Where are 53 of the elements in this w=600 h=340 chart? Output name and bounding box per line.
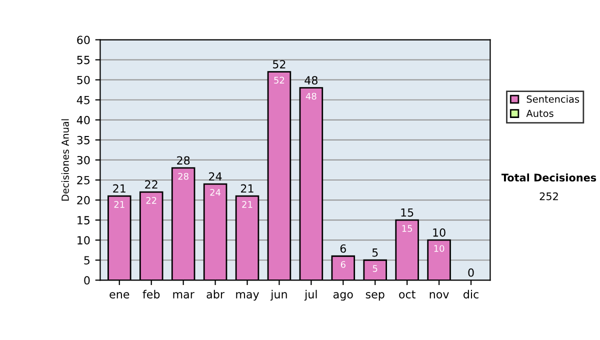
total-label: 5 [372,248,378,257]
data-label: 52 [274,76,284,84]
total-label: 22 [145,180,158,189]
data-label: 28 [178,172,188,180]
x-tick-label: abr [206,290,224,298]
data-label: 15 [402,225,412,232]
y-tick-label: 0 [84,276,90,285]
total-label: 48 [304,76,318,84]
y-tick-label: 60 [77,36,90,44]
x-tick-label: may [236,292,260,301]
x-tick-label: mar [173,292,194,298]
y-tick-label: 25 [77,176,90,184]
data-label: 10 [434,245,444,252]
legend-label: Sentencias [526,95,580,103]
total-label: 0 [468,268,474,277]
x-tick-label: nov [430,292,449,298]
total-label: 6 [340,244,346,253]
total-label: 10 [433,228,446,237]
total-label: 28 [177,156,190,165]
text: 252 [540,192,558,200]
data-label: 6 [340,261,346,268]
y-tick-label: 45 [76,96,90,104]
total-label: 21 [113,184,126,193]
y-tick-label: 40 [76,116,90,124]
y-tick-label: 30 [77,156,90,164]
y-tick-label: 55 [77,56,90,64]
y-tick-label: 10 [78,236,90,244]
x-tick-label: sep [366,292,384,301]
data-label: 48 [306,92,316,100]
total-label: 15 [401,208,414,217]
text: Total Decisiones [501,173,596,182]
data-label: 21 [242,200,252,208]
x-tick-label: ene [110,292,130,298]
y-tick-label: 35 [77,136,90,144]
y-axis-title: Decisiones Anual [61,119,69,201]
total-label: 21 [240,184,254,193]
x-tick-label: feb [142,290,160,298]
data-label: 22 [146,196,156,204]
legend-label: Autos [526,110,554,118]
data-label: 24 [210,188,221,196]
x-tick-label: oct [399,290,416,298]
data-label: 21 [114,200,124,208]
total-label: 52 [273,60,286,68]
x-tick-label: ago [333,292,353,301]
y-tick-label: 50 [77,76,90,84]
x-tick-label: jun [270,290,287,301]
data-label: 5 [372,265,378,272]
y-tick-label: 5 [84,256,90,265]
x-tick-label: jul [304,290,317,301]
y-tick-label: 15 [78,216,90,224]
y-tick-label: 20 [77,196,90,204]
x-tick-label: dic [464,290,478,298]
total-label: 24 [209,172,222,180]
